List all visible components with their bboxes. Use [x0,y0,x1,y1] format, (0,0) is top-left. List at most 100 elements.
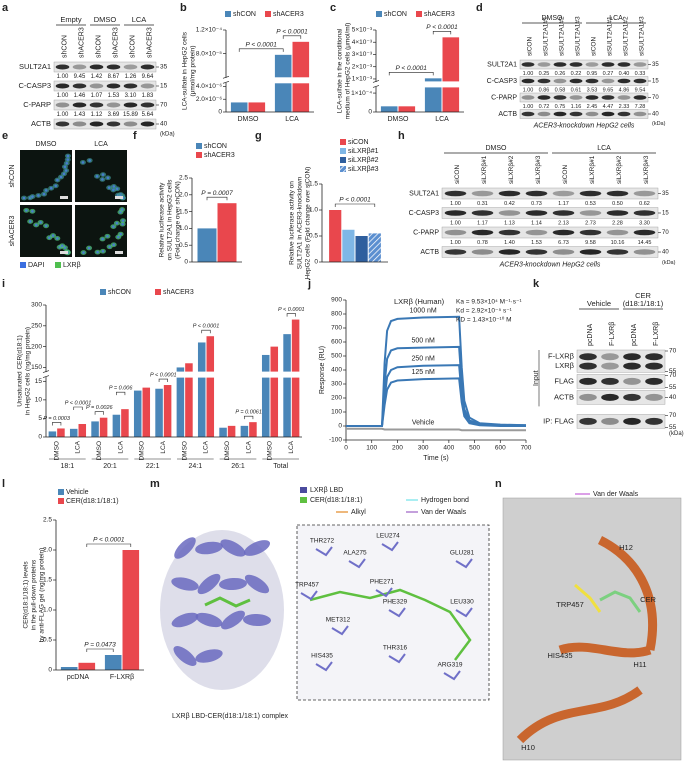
significance-bracket [73,406,83,411]
significance-bracket [206,196,228,201]
quant-value: 1.00 [57,93,69,99]
residue-label: PHE271 [370,579,395,586]
nucleus [95,175,99,178]
group-label: 26:1 [231,463,245,470]
quant-value: 1.17 [477,220,488,226]
bar [176,367,185,437]
blot-band [525,190,548,197]
blot-strip [576,414,666,429]
bar [283,334,291,437]
row-label: C-PARP [23,100,51,109]
quant-value: 0.86 [539,87,550,93]
y-tick-label: 700 [331,325,342,332]
axis-break [373,81,379,87]
nucleus [112,243,116,247]
y-tick-label: 1.2×10⁻⁴ [196,27,222,34]
residue-stick [315,661,333,672]
x-tick-label: F-LXRβ [110,674,134,681]
helix [195,541,223,555]
y-tick-label: 1.0 [309,207,318,214]
blot-band [601,95,615,100]
nucleus [34,223,38,227]
significance-bracket [52,422,62,426]
row-label: ACTB [420,249,439,256]
y-axis-label: (Fold change over shCON) [175,181,182,259]
y-tick-label: 0 [368,109,372,116]
lane-label: siSULT2A1#2 [623,16,630,56]
bar [142,387,151,437]
quant-value: 0.40 [619,71,630,77]
p-value: P < 0.0001 [193,324,220,330]
y-tick-label: 1×10⁻³ [352,76,373,83]
blot-band [569,62,583,67]
blot-band [55,121,70,127]
nucleus [82,251,85,254]
x-tick-label: DMSO [53,441,60,461]
row-label: C-PARP [491,94,517,101]
lane-label: siCON [591,37,598,56]
kda-label: 35 [652,62,659,68]
blot-band [537,95,551,100]
residue-stick [331,625,349,636]
nucleus [31,195,34,198]
blot-band [645,353,663,361]
y-axis-label: LCA-sulfate in the conditional [337,28,344,113]
legend-label: CER(d18:1/18:1) [66,498,119,505]
y-tick-label: 1.0 [43,607,52,614]
legend-swatch [55,262,61,268]
quant-value: 0.61 [571,87,582,93]
y-axis-label: medium of HepG2 cells (μmol/ml) [345,23,352,120]
legend-swatch [196,152,202,158]
x-tick-label: DMSO [388,116,410,123]
quant-value: 1.16 [571,104,582,110]
significance-bracket [116,391,126,396]
panel-letter: a [2,2,9,14]
blot-band [617,111,631,117]
x-tick-label: DMSO [267,441,274,461]
quant-value: 2.45 [587,104,598,110]
nucleus [51,234,55,237]
y-tick-label: 2.5 [43,517,52,524]
quant-value: 1.53 [531,240,542,246]
helix [221,610,245,630]
x-tick-label: LCA [117,440,124,453]
quant-value: 10.16 [611,240,625,246]
p-value: P < 0.0001 [276,29,308,36]
kda-unit: (kDa) [652,121,666,127]
y-tick-label: 1.5 [43,577,52,584]
bar [227,425,236,437]
p-value: P = 0.006 [109,386,133,392]
quant-value: 0.26 [555,71,566,77]
structure-label: HIS435 [547,651,572,660]
p-value: P < 0.0001 [246,42,278,49]
blot-band [89,83,104,89]
kda-label: 70 [652,95,659,101]
y-tick-label: 200 [331,395,342,402]
y-tick-label: 2.5 [179,175,188,182]
lane-label: siSULT2A1#2 [559,16,566,56]
nucleus [64,169,68,172]
helix [173,646,197,666]
bar [60,667,78,670]
y-tick-label: 300 [31,302,42,309]
p-value: P < 0.0001 [426,24,458,31]
y-tick-label: 2.0 [179,192,188,199]
residue-label: MET312 [326,617,351,624]
blot-band [617,95,631,100]
lane-label: siLXRβ#3 [643,155,650,184]
y-tick-label: 1.0 [179,225,188,232]
blot-strip [576,374,666,389]
residue-label: LEU330 [450,599,474,606]
blot-band [552,249,575,255]
blot-band [471,190,494,197]
y-tick-label: 100 [331,409,342,416]
y-tick-label: 0 [184,259,188,266]
x-tick-label: 600 [495,445,506,452]
blot-strip [53,80,157,92]
blot-band [606,190,629,197]
blot-band [498,210,521,216]
blot-band [471,249,494,255]
p-value: P < 0.0001 [65,400,92,406]
series-label: 500 nM [411,337,435,344]
quant-value: 9.65 [603,87,614,93]
